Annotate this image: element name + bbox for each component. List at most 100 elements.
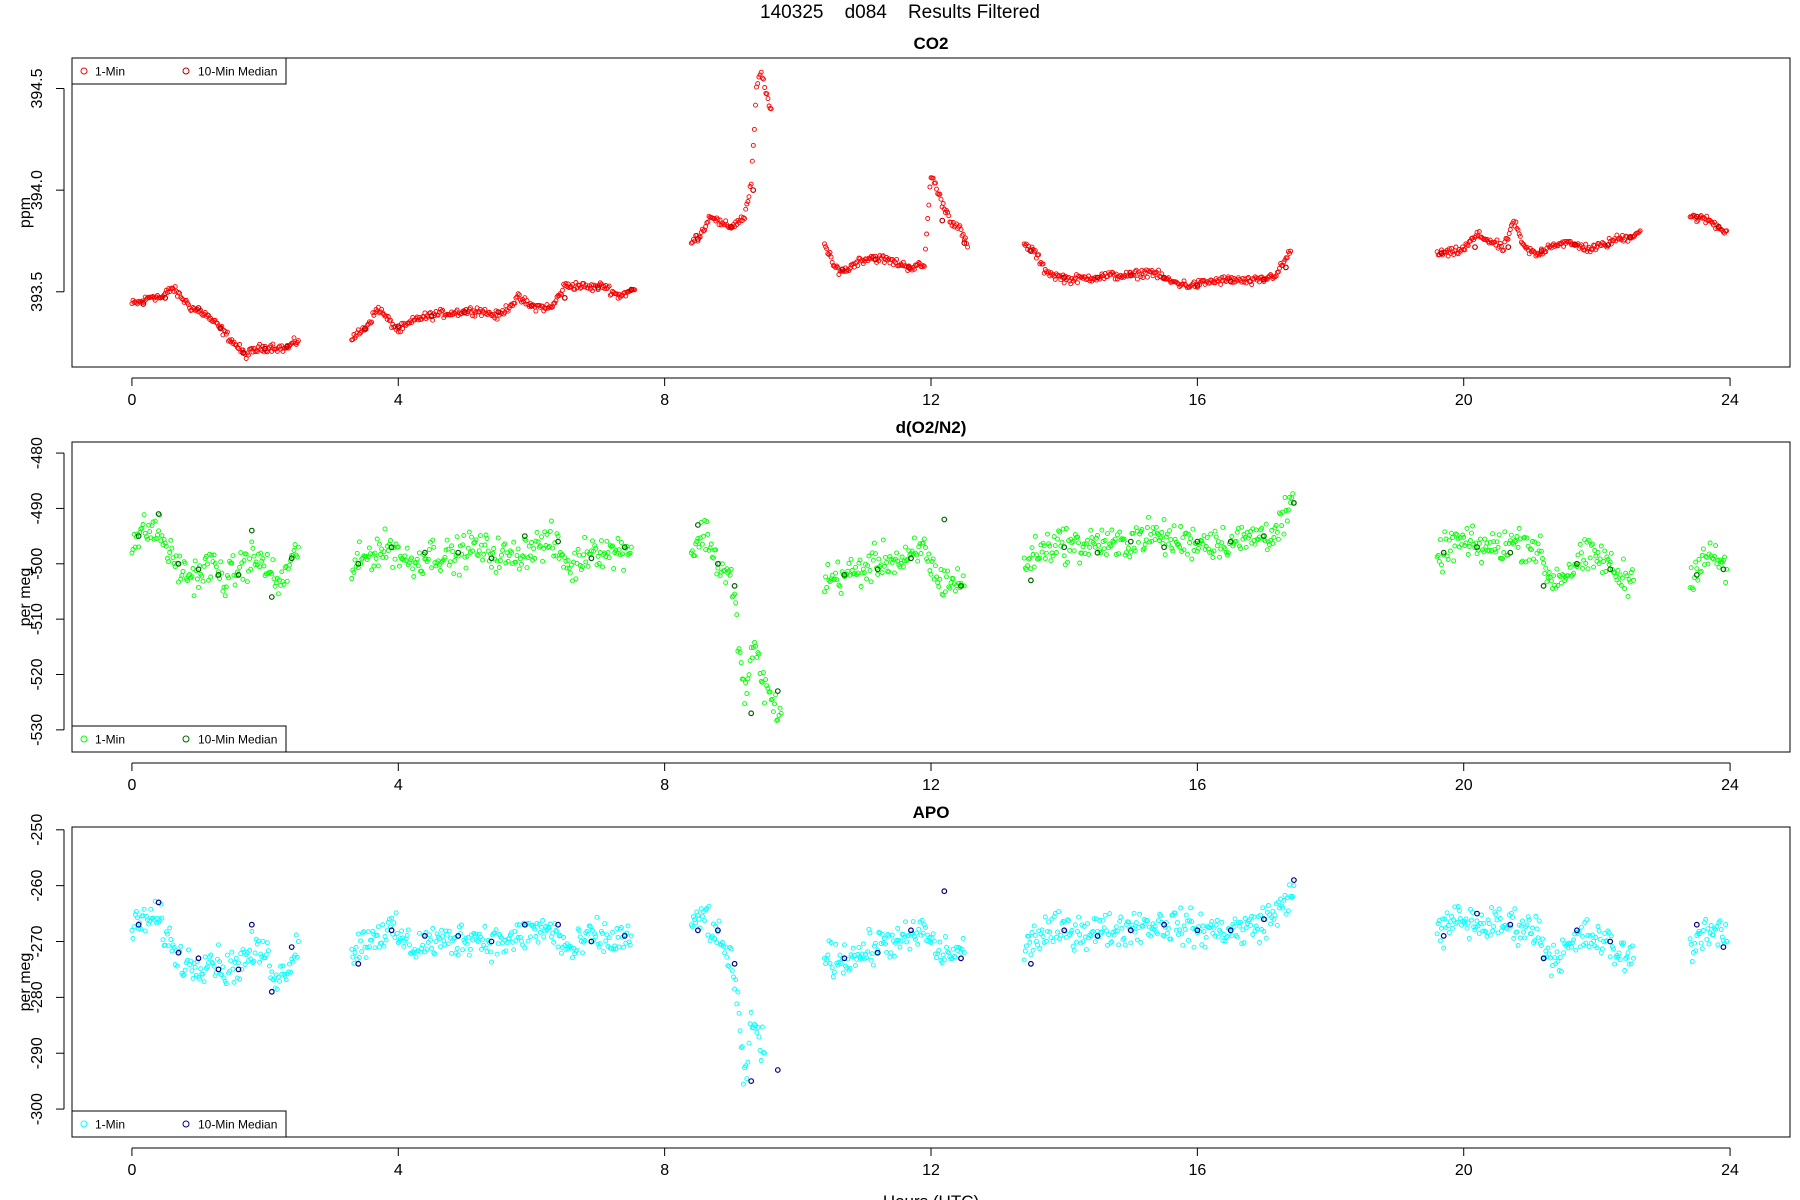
data-point bbox=[402, 553, 408, 559]
data-point bbox=[1434, 931, 1440, 937]
data-point bbox=[171, 289, 177, 295]
data-point bbox=[1606, 562, 1612, 567]
data-point bbox=[274, 986, 280, 992]
data-point bbox=[554, 928, 560, 934]
y-tick-label: -280 bbox=[29, 981, 46, 1013]
median-point bbox=[1194, 282, 1201, 289]
data-point bbox=[897, 944, 903, 950]
data-point bbox=[1544, 579, 1550, 585]
data-point bbox=[283, 345, 289, 351]
data-point bbox=[744, 1076, 750, 1082]
data-point bbox=[1617, 957, 1623, 963]
data-point bbox=[284, 578, 290, 584]
data-point bbox=[177, 290, 183, 296]
data-point bbox=[1085, 537, 1090, 543]
data-point bbox=[1622, 586, 1628, 592]
data-point bbox=[281, 581, 287, 587]
data-point bbox=[846, 560, 852, 566]
data-point bbox=[1281, 897, 1287, 903]
data-point bbox=[1568, 944, 1574, 950]
data-point bbox=[860, 941, 866, 947]
data-point bbox=[1220, 938, 1226, 944]
data-point bbox=[1031, 564, 1037, 570]
data-point bbox=[1249, 282, 1255, 287]
data-point bbox=[1132, 268, 1138, 274]
data-point bbox=[1061, 280, 1067, 286]
data-point bbox=[1445, 253, 1451, 259]
data-point bbox=[1290, 894, 1296, 900]
data-point bbox=[824, 246, 830, 252]
median-point bbox=[1027, 577, 1034, 584]
data-point bbox=[1055, 536, 1060, 542]
data-point bbox=[349, 946, 355, 952]
data-point bbox=[1224, 933, 1230, 939]
data-point bbox=[1497, 240, 1503, 246]
data-point bbox=[942, 934, 948, 940]
data-point bbox=[1517, 233, 1523, 239]
data-point bbox=[920, 930, 926, 936]
data-point bbox=[1041, 543, 1047, 549]
data-point bbox=[1138, 274, 1144, 280]
data-point bbox=[615, 934, 621, 940]
data-point bbox=[715, 217, 721, 223]
data-point bbox=[1436, 558, 1442, 564]
data-point bbox=[739, 1044, 745, 1050]
data-point bbox=[431, 544, 437, 550]
data-point bbox=[481, 551, 487, 557]
data-point bbox=[1096, 934, 1102, 940]
data-point bbox=[255, 551, 261, 557]
data-point bbox=[391, 920, 397, 926]
data-point bbox=[1131, 545, 1137, 551]
data-point bbox=[733, 977, 739, 983]
data-point bbox=[1040, 934, 1046, 939]
data-point bbox=[1159, 530, 1165, 535]
data-point bbox=[1520, 918, 1525, 924]
data-point bbox=[1283, 508, 1289, 513]
data-point bbox=[924, 938, 930, 944]
data-point bbox=[1169, 279, 1175, 285]
data-point bbox=[1492, 547, 1498, 553]
series-10-min-median bbox=[135, 500, 1727, 717]
data-point bbox=[923, 246, 928, 252]
data-point bbox=[1067, 547, 1073, 553]
data-point bbox=[745, 199, 751, 204]
data-point bbox=[1021, 555, 1027, 561]
data-point bbox=[1159, 271, 1165, 277]
data-point bbox=[734, 612, 740, 618]
data-point bbox=[1479, 560, 1484, 565]
data-point bbox=[1608, 933, 1614, 939]
data-point bbox=[1123, 550, 1129, 556]
data-point bbox=[416, 930, 422, 936]
data-point bbox=[1109, 939, 1115, 945]
data-point bbox=[1242, 534, 1248, 540]
data-point bbox=[1282, 495, 1288, 500]
data-point bbox=[1507, 227, 1513, 232]
data-point bbox=[1687, 936, 1693, 942]
data-point bbox=[1038, 931, 1044, 937]
data-point bbox=[1532, 938, 1538, 944]
data-point bbox=[866, 553, 872, 559]
data-point bbox=[439, 927, 445, 933]
data-point bbox=[733, 600, 739, 606]
data-point bbox=[921, 922, 927, 928]
median-point bbox=[462, 309, 468, 316]
data-point bbox=[1621, 556, 1626, 562]
data-point bbox=[1264, 276, 1270, 282]
data-point bbox=[432, 951, 438, 957]
data-point bbox=[374, 932, 380, 938]
data-point bbox=[511, 947, 517, 953]
data-point bbox=[292, 542, 298, 548]
data-point bbox=[166, 943, 172, 949]
median-point bbox=[1715, 223, 1722, 230]
data-point bbox=[919, 264, 925, 270]
data-point bbox=[1703, 917, 1709, 922]
data-point bbox=[1082, 551, 1088, 557]
data-point bbox=[1623, 570, 1629, 576]
median-point bbox=[731, 583, 738, 589]
data-point bbox=[194, 576, 200, 582]
data-point bbox=[1030, 947, 1036, 953]
data-point bbox=[1462, 543, 1468, 548]
data-point bbox=[380, 922, 386, 928]
data-point bbox=[544, 531, 550, 537]
